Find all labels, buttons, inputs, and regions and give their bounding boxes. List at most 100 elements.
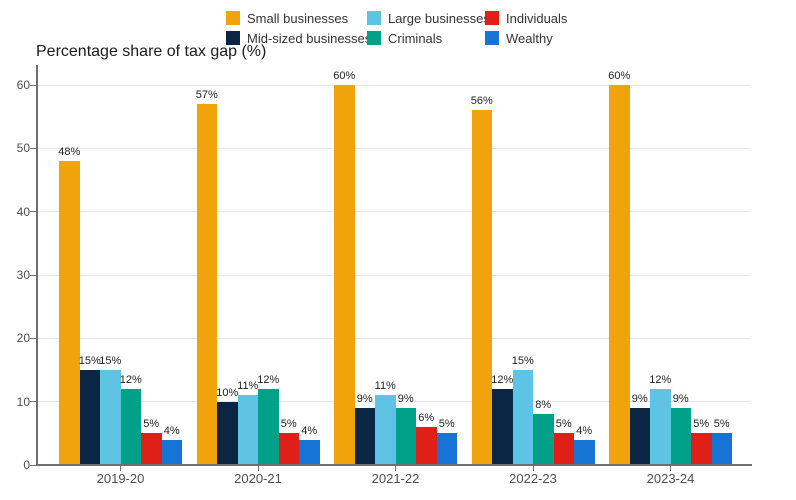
gridline-60 (38, 84, 750, 86)
legend-item-label: Wealthy (506, 30, 553, 46)
bar-criminals-2021-22 (395, 408, 416, 465)
legend-item-label: Mid-sized businesses (247, 30, 372, 46)
large-businesses-swatch-icon (367, 11, 381, 25)
gridline-50 (38, 147, 750, 149)
y-tick-mark-0 (30, 464, 37, 466)
y-tick-label-0: 0 (23, 458, 30, 472)
bar-individuals-2023-24 (691, 433, 712, 465)
x-tick-label-2020-21: 2020-21 (234, 471, 282, 486)
bar-small-businesses-2021-22 (334, 85, 355, 465)
x-axis-line (36, 464, 752, 466)
x-tick-label-2019-20: 2019-20 (96, 471, 145, 486)
bar-label-large-businesses-2021-22: 11% (374, 380, 396, 393)
gridline-30 (38, 274, 750, 276)
bar-mid-sized-businesses-2021-22 (354, 408, 375, 465)
bar-large-businesses-2020-21 (237, 395, 258, 465)
bar-mid-sized-businesses-2023-24 (629, 408, 650, 465)
y-tick-label-60: 60 (16, 78, 30, 92)
bar-wealthy-2022-23 (574, 439, 595, 465)
y-tick-label-40: 40 (16, 204, 30, 219)
individuals-swatch-icon (485, 11, 499, 25)
bar-criminals-2020-21 (258, 389, 279, 465)
bar-large-businesses-2023-24 (650, 389, 671, 465)
bar-label-criminals-2020-21: 12% (257, 374, 280, 386)
bar-label-large-businesses-2020-21: 11% (237, 380, 259, 393)
bar-label-individuals-2023-24: 5% (693, 418, 710, 431)
bar-label-small-businesses-2020-21: 57% (195, 89, 218, 101)
x-tick-mark-2019-20 (120, 466, 121, 471)
bar-label-wealthy-2020-21: 4% (301, 424, 318, 437)
bar-label-criminals-2019-20: 12% (119, 374, 142, 386)
bar-small-businesses-2020-21 (196, 104, 217, 465)
bar-large-businesses-2019-20 (100, 370, 121, 465)
bar-label-wealthy-2019-20: 4% (163, 424, 180, 437)
x-tick-mark-2020-21 (257, 466, 259, 471)
legend-item-label: Individuals (506, 10, 568, 26)
bar-criminals-2023-24 (670, 408, 691, 465)
y-tick-mark-60 (30, 84, 37, 86)
legend-item-label: Small businesses (247, 10, 349, 26)
gridline-40 (38, 211, 750, 213)
bar-label-large-businesses-2022-23: 15% (511, 355, 534, 367)
bar-small-businesses-2022-23 (471, 110, 492, 465)
bar-mid-sized-businesses-2022-23 (492, 389, 513, 465)
legend-item-small-businesses: Small businesses (226, 10, 367, 26)
y-tick-mark-40 (30, 211, 37, 213)
y-tick-label-50: 50 (16, 141, 30, 156)
bar-criminals-2022-23 (533, 414, 554, 465)
bar-label-wealthy-2023-24: 5% (713, 418, 730, 431)
bar-label-mid-sized-businesses-2023-24: 9% (631, 393, 648, 405)
y-tick-mark-20 (30, 337, 37, 339)
bar-wealthy-2021-22 (436, 433, 457, 465)
small-businesses-swatch-icon (226, 11, 240, 25)
legend-item-criminals: Criminals (367, 30, 485, 46)
bar-individuals-2020-21 (278, 433, 299, 465)
bar-label-small-businesses-2019-20: 48% (58, 146, 81, 158)
bar-small-businesses-2019-20 (59, 161, 80, 465)
x-tick-mark-2023-24 (670, 466, 671, 471)
legend-item-large-businesses: Large businesses (367, 10, 490, 26)
bar-wealthy-2019-20 (161, 439, 182, 465)
bar-label-small-businesses-2023-24: 60% (608, 70, 631, 82)
bar-label-individuals-2022-23: 5% (555, 418, 572, 431)
y-tick-mark-50 (30, 147, 37, 149)
x-tick-mark-2021-22 (395, 466, 396, 471)
bar-individuals-2022-23 (553, 433, 574, 465)
bar-label-wealthy-2022-23: 4% (576, 424, 593, 437)
x-tick-label-2022-23: 2022-23 (509, 471, 557, 486)
y-tick-label-30: 30 (16, 268, 30, 282)
bar-individuals-2021-22 (416, 427, 437, 465)
bar-label-individuals-2019-20: 5% (143, 418, 160, 431)
bar-label-mid-sized-businesses-2021-22: 9% (356, 393, 373, 405)
x-tick-label-2021-22: 2021-22 (371, 471, 420, 486)
y-tick-mark-10 (30, 401, 37, 403)
bar-label-criminals-2023-24: 9% (672, 393, 689, 405)
legend: Small businesses Large businesses Individu… (226, 10, 567, 46)
legend-item-mid-sized-businesses: Mid-sized businesses (226, 30, 371, 46)
bar-small-businesses-2023-24 (609, 85, 630, 465)
bar-criminals-2019-20 (120, 389, 141, 465)
y-tick-label-20: 20 (16, 331, 30, 346)
bar-individuals-2019-20 (141, 433, 162, 465)
bar-label-mid-sized-businesses-2019-20: 15% (78, 355, 101, 367)
bar-label-small-businesses-2021-22: 60% (333, 70, 356, 82)
mid-sized-businesses-swatch-icon (226, 31, 240, 45)
bar-label-criminals-2022-23: 8% (535, 399, 552, 412)
bar-label-mid-sized-businesses-2020-21: 10% (216, 386, 239, 399)
legend-item-label: Criminals (388, 30, 443, 46)
x-tick-label-2023-24: 2023-24 (646, 471, 695, 486)
bar-label-individuals-2021-22: 6% (418, 412, 435, 424)
bar-wealthy-2023-24 (711, 433, 732, 465)
criminals-swatch-icon (367, 31, 381, 45)
bar-label-criminals-2021-22: 9% (397, 393, 414, 405)
x-tick-mark-2022-23 (532, 466, 534, 471)
y-tick-label-10: 10 (16, 394, 30, 409)
legend-item-individuals: Individuals (485, 10, 567, 26)
bar-large-businesses-2021-22 (375, 395, 396, 465)
y-axis-line (36, 65, 38, 465)
bar-label-wealthy-2021-22: 5% (438, 418, 455, 431)
bar-wealthy-2020-21 (299, 439, 320, 465)
bar-large-businesses-2022-23 (512, 370, 533, 465)
